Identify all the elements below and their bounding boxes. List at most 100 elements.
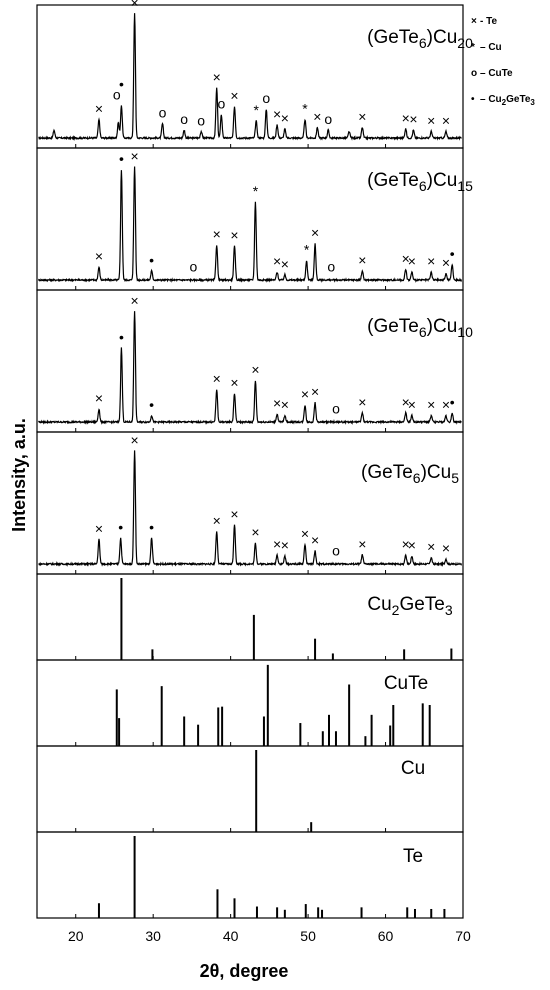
- peak-marker: ×: [427, 112, 435, 128]
- peak-marker: ×: [358, 252, 366, 268]
- legend: × - Te * – Cu o – CuTe • – Cu2GeTe3: [471, 16, 535, 107]
- peak-marker: ×: [213, 371, 221, 387]
- peak-marker: ×: [409, 111, 417, 127]
- peak-marker: ×: [442, 255, 450, 271]
- xrd-panel-frame: [36, 289, 464, 433]
- xrd-trace: [38, 450, 463, 567]
- peak-marker: o: [190, 258, 198, 274]
- peak-marker: ×: [130, 148, 138, 164]
- peak-marker: ×: [273, 395, 281, 411]
- panel-label: (GeTe6)Cu20: [367, 27, 473, 51]
- plot-panels: ×o•×o o o×o ×*o× ×* × o × × × × ×(GeTe6)Cu20×• ×• o× ×…: [36, 0, 473, 919]
- peak-marker: ×: [273, 106, 281, 122]
- peak-marker: ×: [358, 109, 366, 125]
- peak-marker: •: [149, 519, 154, 535]
- peak-marker: *: [302, 101, 308, 117]
- peak-marker: ×: [281, 110, 289, 126]
- peak-marker: ×: [230, 88, 238, 104]
- peak-marker: *: [253, 102, 259, 118]
- peak-marker: •: [450, 245, 455, 261]
- peak-marker: ×: [213, 226, 221, 242]
- x-tick-label: 40: [223, 928, 239, 944]
- peak-marker: o: [262, 90, 270, 106]
- xrd-trace: [38, 13, 462, 141]
- peak-marker: o: [332, 542, 340, 558]
- xrd-trace: [37, 166, 463, 283]
- reference-panel-frame: [36, 831, 464, 919]
- peak-marker: ×: [213, 69, 221, 85]
- peak-marker: ×: [230, 374, 238, 390]
- peak-marker: ×: [273, 253, 281, 269]
- peak-marker: ×: [442, 397, 450, 413]
- peak-marker: ×: [427, 397, 435, 413]
- peak-marker: ×: [281, 537, 289, 553]
- x-axis: 20 30 40 50 60 70: [68, 928, 471, 944]
- peak-marker: ×: [281, 397, 289, 413]
- peak-marker: o: [324, 111, 332, 127]
- peak-marker: ×: [408, 253, 416, 269]
- peak-marker: ×: [95, 248, 103, 264]
- peak-marker: o: [332, 400, 340, 416]
- panel-label: (GeTe6)Cu15: [367, 170, 473, 194]
- peak-marker: ×: [402, 251, 410, 267]
- legend-marker: *: [471, 42, 475, 53]
- peak-marker: ×: [402, 536, 410, 552]
- peak-marker: ×: [301, 526, 309, 542]
- peak-marker: ×: [213, 513, 221, 529]
- peak-marker: ×: [408, 397, 416, 413]
- legend-label: – CuTe: [480, 68, 513, 79]
- peak-marker: ×: [311, 532, 319, 548]
- x-tick-label: 20: [68, 928, 84, 944]
- peak-marker: ×: [402, 394, 410, 410]
- peak-marker: o: [327, 258, 335, 274]
- peak-marker: •: [119, 329, 124, 345]
- peak-marker: ×: [442, 112, 450, 128]
- legend-label: – Cu: [480, 42, 502, 53]
- peak-marker: ×: [281, 256, 289, 272]
- xrd-panel-frame: [36, 431, 464, 575]
- peak-marker: o: [217, 95, 225, 111]
- panel-label: Cu2GeTe3: [367, 594, 453, 618]
- reference-panel-frame: [36, 745, 464, 833]
- peak-marker: *: [304, 242, 310, 258]
- legend-marker: •: [471, 94, 475, 105]
- legend-marker: o: [471, 68, 477, 79]
- peak-marker: ×: [230, 506, 238, 522]
- peak-marker: •: [119, 76, 124, 92]
- panel-label: Cu: [401, 758, 425, 779]
- peak-marker: ×: [130, 0, 138, 11]
- peak-marker: ×: [273, 536, 281, 552]
- x-tick-label: 60: [378, 928, 394, 944]
- peak-marker: ×: [427, 253, 435, 269]
- peak-marker: ×: [311, 225, 319, 241]
- peak-marker: •: [118, 519, 123, 535]
- peak-marker: ×: [95, 101, 103, 117]
- peak-marker: o: [113, 86, 121, 102]
- panel-label: Te: [403, 846, 423, 867]
- x-tick-label: 30: [145, 928, 161, 944]
- legend-label: – Cu2GeTe3: [480, 94, 535, 107]
- panel-label: CuTe: [384, 673, 428, 694]
- peak-marker: o: [159, 105, 167, 121]
- peak-marker: •: [149, 397, 154, 413]
- peak-marker: *: [253, 183, 259, 199]
- peak-marker: ×: [251, 524, 259, 540]
- peak-marker: •: [450, 394, 455, 410]
- peak-marker: ×: [402, 110, 410, 126]
- xrd-trace: [38, 311, 462, 426]
- legend-label: - Te: [480, 16, 497, 27]
- peak-marker: ×: [408, 537, 416, 553]
- peak-marker: ×: [130, 432, 138, 448]
- peak-marker: •: [119, 151, 124, 167]
- y-axis-title: Intensity, a.u.: [9, 418, 29, 532]
- x-axis-title: 2θ, degree: [200, 961, 289, 981]
- panel-label: (GeTe6)Cu5: [361, 462, 459, 486]
- panel-label: (GeTe6)Cu10: [367, 316, 473, 340]
- x-tick-label: 50: [300, 928, 316, 944]
- peak-marker: ×: [358, 394, 366, 410]
- peak-marker: ×: [311, 384, 319, 400]
- peak-marker: ×: [95, 520, 103, 536]
- peak-marker: ×: [427, 539, 435, 555]
- x-tick-label: 70: [455, 928, 471, 944]
